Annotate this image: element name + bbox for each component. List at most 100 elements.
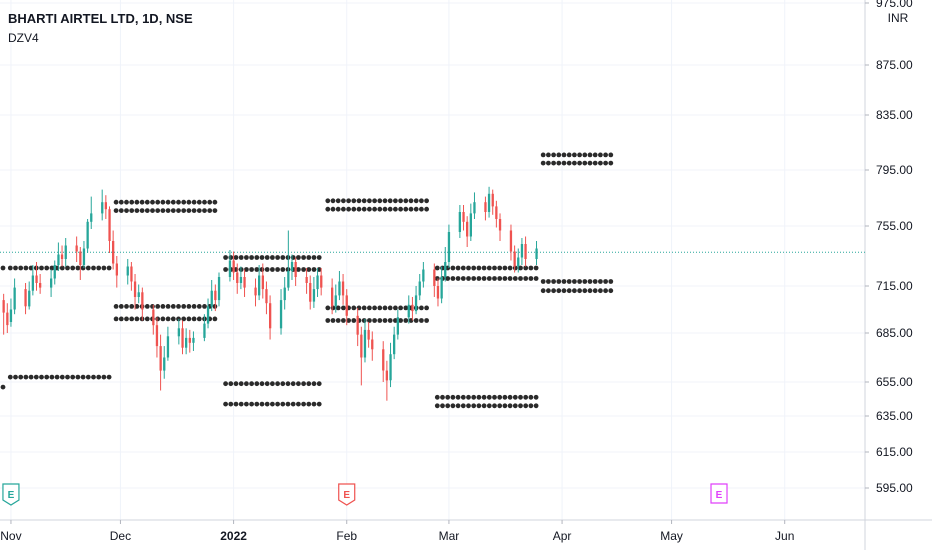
zone-dot (23, 374, 29, 380)
candle-body (385, 370, 388, 381)
zone-dot (325, 318, 331, 323)
zone-dot (155, 304, 161, 309)
zone-dot (523, 403, 529, 409)
zone-dot (507, 394, 513, 400)
zone-dot (518, 403, 523, 409)
zone-dot (434, 265, 440, 271)
zone-dot (533, 265, 539, 271)
zone-dot (202, 208, 207, 214)
candle-body (513, 251, 516, 267)
zone-dot (471, 276, 477, 281)
zone-dot (382, 318, 388, 323)
zone-dot (551, 288, 556, 294)
zone-dot (382, 206, 388, 212)
zone-dot (372, 305, 377, 311)
candle-body (393, 334, 396, 355)
candle-body (320, 275, 323, 288)
zone-dot (419, 198, 424, 204)
candle-body (50, 278, 53, 288)
zone-dot (592, 160, 598, 166)
zone-dot (577, 152, 582, 158)
zone-dot (160, 316, 166, 322)
candle-body (79, 251, 82, 265)
candle-body (367, 329, 370, 340)
zone-dot (608, 288, 614, 294)
zone-dot (434, 394, 440, 400)
indicator-label[interactable]: DZV4 (8, 31, 39, 45)
zone-dot (285, 381, 291, 387)
zone-dot (191, 304, 197, 309)
zone-dot (471, 403, 477, 409)
zone-dot (134, 208, 140, 214)
zone-dot (118, 316, 124, 322)
zone-dot (424, 305, 429, 311)
candle-body (436, 286, 440, 299)
zone-dot (566, 288, 572, 294)
candle-body (181, 328, 184, 348)
zone-dot (316, 381, 322, 387)
earnings-marker[interactable] (338, 483, 356, 506)
candle-body (363, 329, 367, 358)
y-tick-label: 655.00 (876, 375, 913, 389)
zone-dot (238, 255, 244, 260)
zone-dot (212, 208, 218, 214)
candle-body (418, 281, 421, 296)
zone-dot (361, 318, 367, 323)
zone-dot (75, 265, 81, 271)
zone-dot (393, 206, 398, 212)
zone-dot (113, 304, 119, 309)
x-tick-label: 2022 (220, 529, 247, 543)
zone-dot (23, 265, 29, 271)
zone-dot (533, 276, 539, 281)
zone-dot (361, 206, 367, 212)
zone-dot (450, 265, 456, 271)
zone-dot (124, 304, 129, 309)
zone-dot (424, 206, 429, 212)
candle-body (356, 315, 359, 335)
zone-dot (382, 198, 388, 204)
y-tick-label: 975.00 (876, 0, 913, 10)
candle-body (509, 230, 513, 252)
y-tick-label: 835.00 (876, 108, 913, 122)
candle-body (440, 277, 443, 299)
zone-dot (533, 394, 539, 400)
zone-dot (518, 276, 523, 281)
candle-body (75, 245, 78, 252)
zone-dot (403, 318, 409, 323)
candle-body (115, 263, 118, 276)
zone-dot (124, 199, 129, 205)
zone-dot (502, 394, 508, 400)
zone-dot (186, 316, 192, 322)
zone-dot (233, 401, 239, 407)
zone-dot (523, 276, 529, 281)
zone-dot (577, 288, 582, 294)
zone-dot (170, 199, 176, 205)
zone-dot (129, 316, 135, 322)
candle-body (261, 275, 264, 290)
zone-dot (424, 318, 429, 323)
candle-body (444, 262, 447, 277)
zone-dot (181, 304, 187, 309)
zone-dot (492, 403, 497, 409)
zone-dot (551, 279, 556, 284)
zone-dot (7, 265, 13, 271)
candle-body (458, 212, 461, 232)
zone-dot (207, 208, 213, 214)
zone-dot (264, 267, 270, 272)
zone-dot (176, 208, 181, 214)
zone-dot (476, 265, 482, 271)
zone-dot (244, 381, 249, 387)
zone-dot (577, 279, 582, 284)
zone-dot (528, 265, 534, 271)
zone-dot (59, 374, 65, 380)
zone-dot (290, 381, 296, 387)
zone-dot (481, 276, 487, 281)
zone-dot (144, 208, 150, 214)
zone-dot (403, 305, 409, 311)
zone-dot (335, 198, 341, 204)
candle-body (163, 357, 166, 371)
zone-dot (191, 316, 197, 322)
earnings-marker[interactable] (2, 483, 20, 506)
earnings-marker[interactable] (710, 483, 728, 504)
